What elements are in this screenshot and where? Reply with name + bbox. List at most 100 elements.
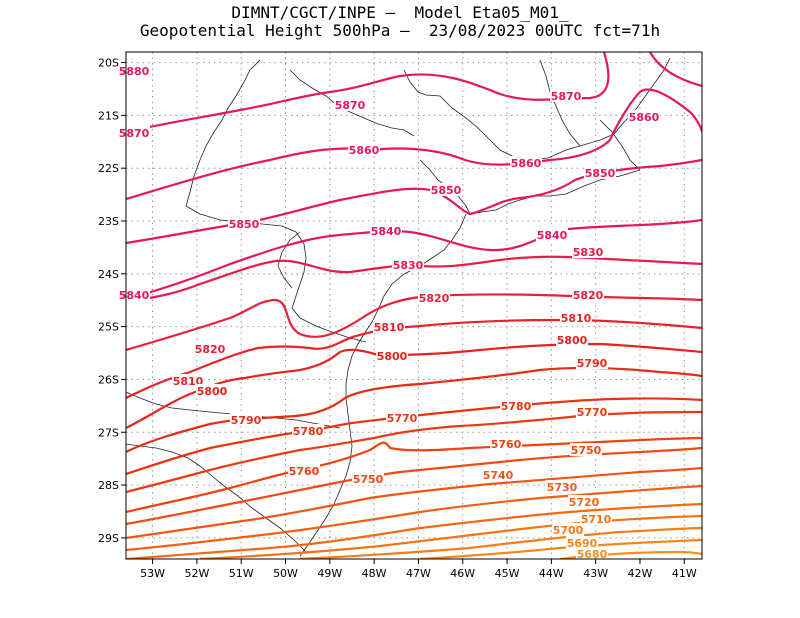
contour-5840 — [126, 218, 702, 301]
contour-5750 — [126, 446, 702, 526]
lon-tick-label: 51W — [229, 567, 254, 580]
contour-label-5770: 5770 — [577, 406, 608, 419]
lon-tick-label: 50W — [273, 567, 298, 580]
contour-label-5860: 5860 — [511, 157, 542, 170]
contour-label-bg — [292, 424, 324, 437]
lon-tick-label: 52W — [184, 567, 209, 580]
contour-label-bg — [172, 374, 204, 387]
lat-tick-label: 20S — [98, 57, 119, 70]
contour-label-bg — [546, 480, 578, 493]
contour-5760 — [126, 436, 702, 514]
lon-tick-label: 41W — [672, 567, 697, 580]
lon-tick-label: 42W — [628, 567, 653, 580]
contour-label-5780: 5780 — [293, 425, 324, 438]
contour-label-5870: 5870 — [551, 90, 582, 103]
lon-tick-label: 49W — [317, 567, 342, 580]
contour-5690 — [419, 538, 702, 559]
lat-tick-label: 21S — [98, 109, 119, 122]
contour-label-5750: 5750 — [353, 473, 384, 486]
lon-tick-label: 44W — [539, 567, 564, 580]
contour-label-5840: 5840 — [371, 225, 402, 238]
contour-label-bg — [392, 258, 424, 271]
contour-label-bg — [580, 512, 612, 525]
lon-tick-label: 46W — [450, 567, 475, 580]
contour-label-5690: 5690 — [567, 537, 598, 550]
contour-label-5800: 5800 — [377, 350, 408, 363]
map-axes: 53W 52W 51W 50W 49W 48W 47W 46W 45W 44W 43W 42W 41W 2… — [98, 57, 697, 580]
contour-label-bg — [490, 437, 522, 450]
contour-label-5760: 5760 — [491, 438, 522, 451]
contour-label-5730: 5730 — [547, 481, 578, 494]
contour-label-5810: 5810 — [173, 375, 204, 388]
lat-tick-label: 25S — [98, 321, 119, 334]
contour-label-bg — [572, 288, 604, 301]
contour-label-5790: 5790 — [231, 414, 262, 427]
contour-label-5740: 5740 — [483, 469, 514, 482]
contour-label-5820: 5820 — [419, 292, 450, 305]
contour-label-5770: 5770 — [387, 412, 418, 425]
contour-label-bg — [552, 523, 584, 536]
coastline-and-borders — [126, 57, 671, 557]
contour-label-bg — [570, 443, 602, 456]
contour-label-bg — [482, 468, 514, 481]
contour-label-5800: 5800 — [557, 334, 588, 347]
lon-tick-label: 47W — [406, 567, 431, 580]
contour-label-5750: 5750 — [571, 444, 602, 457]
contour-label-bg — [373, 320, 405, 333]
contour-label-bg — [576, 405, 608, 418]
contour-label-bg — [418, 291, 450, 304]
contour-label-5780: 5780 — [501, 400, 532, 413]
lat-tick-label: 23S — [98, 215, 119, 228]
contour-5870 — [126, 52, 702, 134]
contour-5720 — [126, 502, 702, 559]
contour-label-5830: 5830 — [573, 246, 604, 259]
contour-label-bg — [566, 536, 598, 549]
contour-label-bg — [576, 356, 608, 369]
title-line-1: DIMNT/CGCT/INPE – Model Eta05_M01_ — [231, 3, 569, 22]
contour-label-5700: 5700 — [553, 524, 584, 537]
lat-tick-label: 24S — [98, 268, 119, 281]
contour-label-bg — [500, 399, 532, 412]
contour-label-5720: 5720 — [569, 496, 600, 509]
contour-label-5680: 5680 — [577, 548, 608, 561]
lon-tick-label: 48W — [362, 567, 387, 580]
contour-label-5850: 5850 — [229, 218, 260, 231]
contour-label-bg — [288, 464, 320, 477]
map-title: DIMNT/CGCT/INPE – Model Eta05_M01_ Geopo… — [0, 4, 800, 40]
contour-label-bg — [576, 547, 608, 560]
contour-label-bg — [230, 413, 262, 426]
contour-5700 — [299, 526, 702, 559]
contour-5740 — [126, 466, 702, 540]
contour-label-5810: 5810 — [561, 312, 592, 325]
contour-label-bg — [376, 349, 408, 362]
title-line-2: Geopotential Height 500hPa – 23/08/2023 … — [139, 21, 661, 40]
contour-label-5840: 5840 — [537, 229, 568, 242]
contour-label-5860: 5860 — [349, 144, 380, 157]
contour-label-5710: 5710 — [581, 513, 612, 526]
contour-label-bg — [568, 495, 600, 508]
contour-label-bg — [348, 143, 380, 156]
contour-label-5850: 5850 — [431, 184, 462, 197]
contour-label-bg — [510, 156, 542, 169]
lat-tick-label: 22S — [98, 162, 119, 175]
contour-label-bg — [228, 217, 260, 230]
contour-label-bg — [628, 110, 660, 123]
contour-label-5820: 5820 — [573, 289, 604, 302]
contour-5780 — [126, 397, 702, 476]
contour-label-5830: 5830 — [393, 259, 424, 272]
contour-label-5860: 5860 — [629, 111, 660, 124]
contour-label-5880: 5880 — [119, 65, 150, 78]
contour-label-bg — [536, 228, 568, 241]
contour-label-bg — [550, 89, 582, 102]
height-contours — [126, 52, 702, 559]
contour-label-bg — [194, 342, 226, 355]
contour-5860 — [126, 88, 702, 201]
contour-label-bg — [386, 411, 418, 424]
contour-label-5870: 5870 — [335, 99, 366, 112]
contour-label-bg — [430, 183, 462, 196]
contour-label-bg — [556, 333, 588, 346]
contour-label-5870: 5870 — [119, 127, 150, 140]
contour-label-5840: 5840 — [119, 289, 150, 302]
lon-tick-label: 53W — [140, 567, 165, 580]
